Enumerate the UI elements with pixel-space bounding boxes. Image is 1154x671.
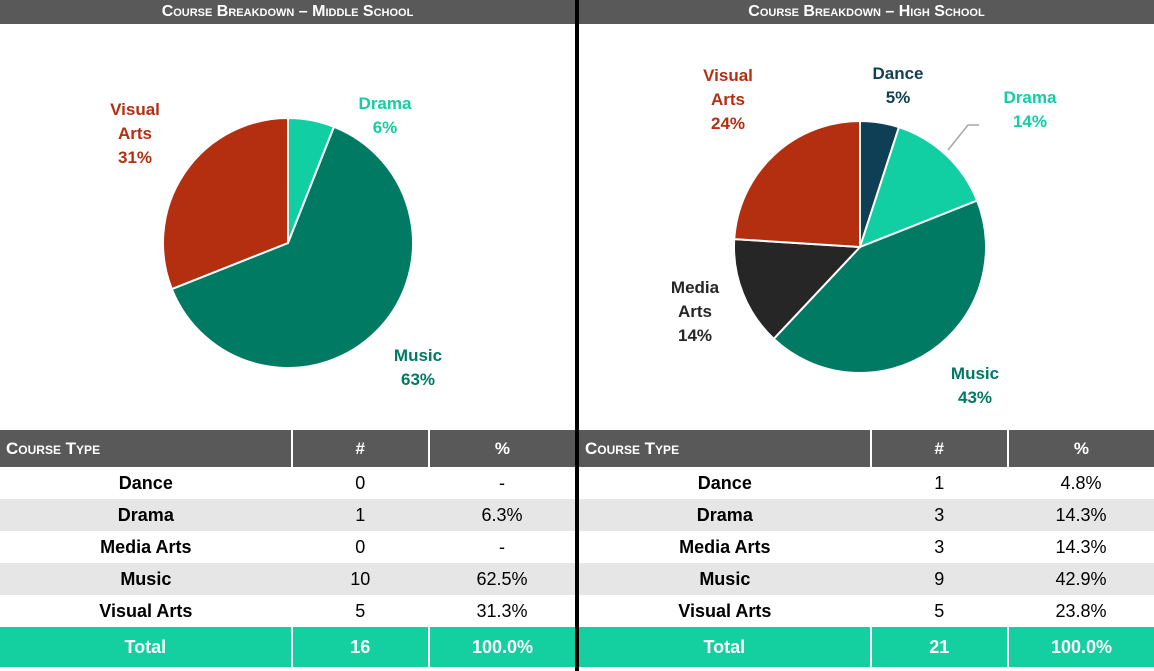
panel: Course Breakdown – High School Dance 5% Dra… bbox=[579, 0, 1154, 671]
slice-category: Dance bbox=[872, 64, 924, 83]
total-row: Total 21 100.0% bbox=[579, 627, 1154, 667]
table-cell: Visual Arts bbox=[678, 600, 772, 621]
slice-value: 43% bbox=[957, 388, 993, 407]
panel: Course Breakdown – Middle School Drama 6% M… bbox=[0, 0, 575, 671]
total-cell: Total bbox=[0, 627, 293, 667]
slice-label: Drama 6% bbox=[359, 92, 412, 140]
table-row: Visual Arts 5 31.3% bbox=[0, 595, 575, 627]
table-cell: Media Arts bbox=[100, 536, 192, 557]
slice-category: Music bbox=[950, 364, 1000, 383]
pie-area: Dance 5% Drama 14% Music 43% Media Arts 14% Visu… bbox=[579, 26, 1154, 428]
table-row: Music 9 42.9% bbox=[579, 563, 1154, 595]
table-cell: - bbox=[498, 536, 505, 557]
table-cell: 5 bbox=[355, 600, 366, 621]
course-table: Course Type #% Dance 0- Drama 1 6.3% Media Arts… bbox=[0, 430, 575, 667]
pie-slice bbox=[858, 125, 979, 249]
slice-label: Music 43% bbox=[951, 362, 999, 410]
header-row: Course Type #% bbox=[0, 430, 575, 467]
pie-slice bbox=[162, 116, 289, 291]
slice-value: 5% bbox=[885, 88, 911, 107]
slice-category: Media Arts bbox=[670, 278, 720, 321]
pie-chart bbox=[162, 116, 414, 369]
table-row: Drama 3 14.3% bbox=[579, 499, 1154, 531]
total-cell: 21 bbox=[870, 627, 1009, 667]
table-cell: Drama bbox=[579, 499, 871, 531]
table-cell: 10 bbox=[291, 563, 429, 595]
slice-category: Drama bbox=[358, 94, 412, 113]
total-cell: 100.0% bbox=[1007, 627, 1154, 667]
table-cell: Dance bbox=[118, 472, 173, 493]
slice-label: Music 63% bbox=[394, 344, 442, 392]
table-cell: Music bbox=[0, 563, 292, 595]
slice-label: Visual Arts 31% bbox=[104, 98, 166, 170]
column-header: # bbox=[870, 430, 1009, 467]
column-header: Course Type bbox=[0, 430, 293, 467]
slice-value: 14% bbox=[1012, 112, 1048, 131]
table-cell: 1 bbox=[934, 472, 945, 493]
slice-label: Dance 5% bbox=[872, 62, 923, 110]
table-row: Dance 1 4.8% bbox=[579, 467, 1154, 499]
pie-slice bbox=[772, 199, 987, 374]
slice-category: Visual Arts bbox=[110, 100, 160, 143]
slice-value: 31% bbox=[117, 148, 153, 167]
slice-value: 24% bbox=[710, 114, 746, 133]
table-row: Media Arts 3 14.3% bbox=[579, 531, 1154, 563]
table-cell: 6.3% bbox=[428, 499, 575, 531]
table-cell: 1 bbox=[291, 499, 429, 531]
column-header: % bbox=[1007, 430, 1154, 467]
table-cell: 23.8% bbox=[1055, 600, 1107, 621]
header-row: Course Type #% bbox=[579, 430, 1154, 467]
table-row: Dance 0 - bbox=[0, 467, 575, 499]
total-cell: 16 bbox=[291, 627, 430, 667]
course-table: Course Type #% Dance 1 4.8% Drama 3 14.3% Media … bbox=[579, 430, 1154, 667]
slice-value: 6% bbox=[372, 118, 398, 137]
table-cell: 62.5% bbox=[428, 563, 575, 595]
slice-value: 63% bbox=[400, 370, 436, 389]
pie-slice bbox=[733, 119, 861, 249]
table-cell: 3 bbox=[934, 536, 945, 557]
table-cell: 42.9% bbox=[1007, 563, 1154, 595]
slice-label: Visual Arts 24% bbox=[697, 64, 759, 136]
leader-line bbox=[947, 124, 979, 151]
table-row: Drama 1 6.3% bbox=[0, 499, 575, 531]
total-row: Total 16 100.0% bbox=[0, 627, 575, 667]
table-cell: 31.3% bbox=[476, 600, 528, 621]
pie-area: Drama 6% Music 63% Visual Arts 31% bbox=[0, 26, 575, 428]
column-header: # bbox=[291, 430, 430, 467]
column-header: % bbox=[428, 430, 575, 467]
table-cell: 4.8% bbox=[1060, 472, 1102, 493]
slice-category: Music bbox=[393, 346, 443, 365]
panel-title: Course Breakdown – High School bbox=[579, 0, 1154, 24]
panel-title: Course Breakdown – Middle School bbox=[0, 0, 575, 24]
slice-label: Drama 14% bbox=[1004, 86, 1057, 134]
slice-value: 14% bbox=[677, 326, 713, 345]
table-cell: Media Arts bbox=[679, 536, 771, 557]
table-cell: 9 bbox=[870, 563, 1008, 595]
table-cell: 3 bbox=[870, 499, 1008, 531]
column-header: Course Type bbox=[579, 430, 872, 467]
table-row: Music 10 62.5% bbox=[0, 563, 575, 595]
table-cell: 5 bbox=[934, 600, 945, 621]
table-cell: - bbox=[498, 472, 505, 493]
table-cell: 14.3% bbox=[1055, 536, 1107, 557]
table-cell: 0 bbox=[355, 536, 366, 557]
pie-slice bbox=[733, 238, 863, 341]
pie-slice bbox=[170, 125, 414, 369]
slice-category: Drama bbox=[1003, 88, 1057, 107]
table-cell: Visual Arts bbox=[99, 600, 193, 621]
total-cell: Total bbox=[579, 627, 872, 667]
table-cell: 14.3% bbox=[1007, 499, 1154, 531]
table-cell: Music bbox=[579, 563, 871, 595]
table-cell: 0 bbox=[355, 472, 366, 493]
pie-chart bbox=[733, 119, 987, 374]
table-row: Visual Arts 5 23.8% bbox=[579, 595, 1154, 627]
total-cell: 100.0% bbox=[428, 627, 575, 667]
slice-category: Visual Arts bbox=[703, 66, 753, 109]
table-row: Media Arts 0 - bbox=[0, 531, 575, 563]
slice-label: Media Arts 14% bbox=[664, 276, 726, 348]
table-cell: Drama bbox=[0, 499, 292, 531]
table-cell: Dance bbox=[697, 472, 752, 493]
